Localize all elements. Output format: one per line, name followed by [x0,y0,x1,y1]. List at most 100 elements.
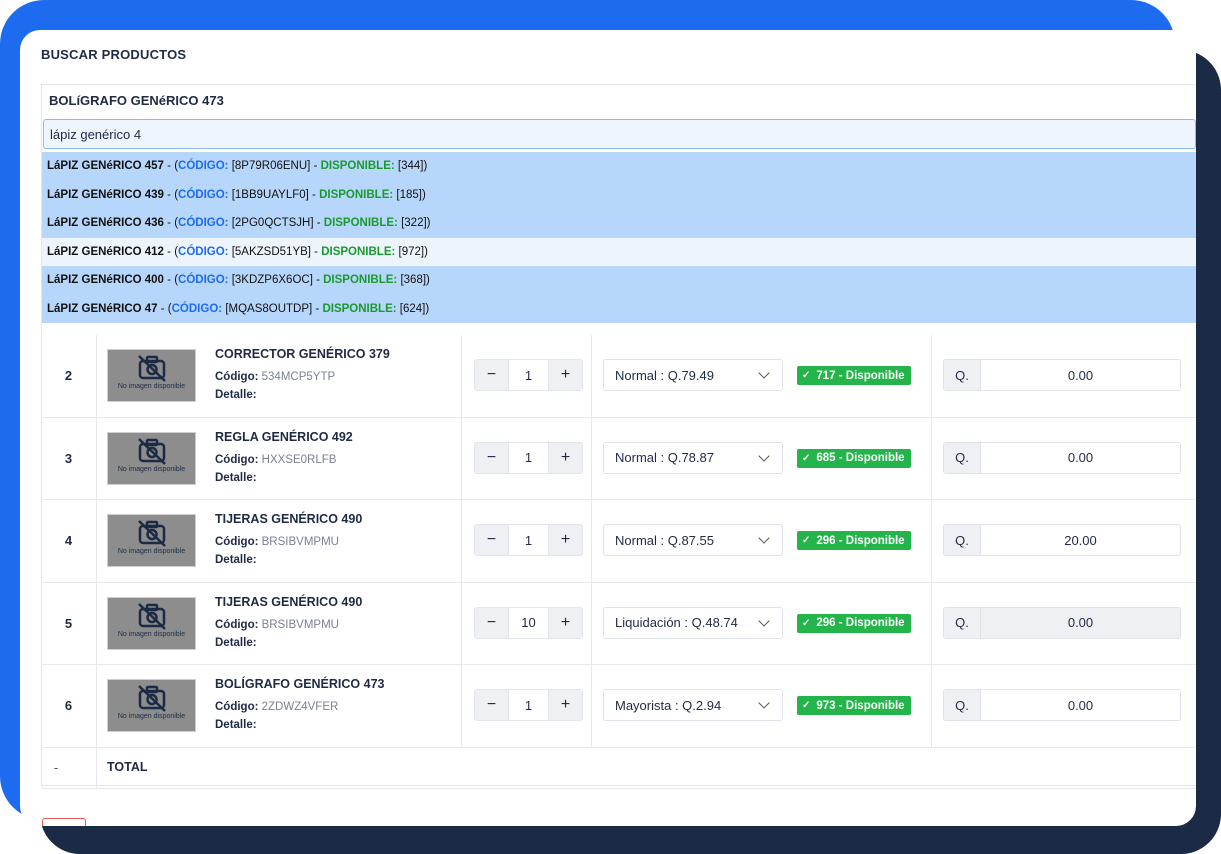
product-detail-label: Detalle: [215,554,257,566]
option-available: [624]) [399,302,430,315]
decrement-button[interactable]: − [486,613,497,631]
increment-button[interactable]: + [560,696,571,713]
discount-input[interactable]: 0.00 [1067,697,1094,713]
table-row: 2 No imagen disponible CORRECTOR GENÉRICO … [41,335,1196,418]
column-divider [931,417,932,499]
product-name: TIJERAS GENÉRICO 490 [215,512,363,526]
table-row: 4 No imagen disponible TIJERAS GENÉRICO 49… [41,500,1196,583]
no-image-text: No imagen disponible [117,713,186,720]
price-type-value: Normal : Q.79.49 [615,367,714,383]
currency-prefix: Q. [944,525,981,555]
price-type-value: Liquidación : Q.48.74 [615,615,738,630]
selected-product[interactable]: BOLíGRAFO GENéRICO 473 [49,93,224,108]
discount-field[interactable]: Q. 20.00 [943,524,1181,556]
stock-badge: ✓ 296 - Disponible [797,531,911,550]
discount-input[interactable]: 0.00 [1067,450,1094,465]
increment-button[interactable]: + [560,613,571,631]
discount-field[interactable]: Q. 0.00 [943,441,1181,474]
price-type-select[interactable]: Mayorista : Q.2.94 [603,689,783,721]
search-input[interactable] [43,119,1196,149]
column-divider [461,417,462,499]
quantity-stepper: −10 + [474,606,583,639]
column-divider [591,665,592,747]
stock-badge-text: 685 - Disponible [816,452,905,464]
option-available-label: DISPONIBLE: [320,160,395,172]
chevron-down-icon [758,367,770,379]
increment-button[interactable]: + [560,531,571,548]
stock-badge-text: 296 - Disponible [816,534,905,547]
dropdown-option[interactable]: LáPIZ GENéRICO 439 - (CÓDIGO: [1BB9UAYLF… [42,180,1196,209]
chevron-down-icon [758,697,770,709]
dropdown-option[interactable]: LáPIZ GENéRICO 400 - (CÓDIGO: [3KDZP6X6O… [42,266,1196,295]
discount-input[interactable]: 20.00 [1064,532,1097,548]
stock-badge: ✓ 296 - Disponible [797,613,911,633]
product-detail-label: Detalle: [215,471,257,484]
camera-off-icon [138,685,166,712]
price-type-select[interactable]: Normal : Q.78.87 [603,441,783,474]
quantity-input[interactable]: 1 [508,690,549,720]
camera-off-icon [138,437,166,465]
stock-badge-text: 296 - Disponible [816,617,905,629]
discount-input[interactable]: 0.00 [1067,367,1094,383]
currency-prefix: Q. [944,690,981,720]
check-icon: ✓ [802,452,811,464]
quantity-input[interactable]: 10 [508,607,549,638]
column-divider [931,665,932,747]
option-code: [MQAS8OUTDP] [225,302,313,315]
option-available-label: DISPONIBLE: [319,188,394,201]
decrement-button[interactable]: − [486,366,497,383]
total-label: TOTAL [107,759,148,774]
search-container [41,84,1196,786]
no-image-text: No imagen disponible [117,548,186,555]
row-number: 5 [64,615,73,631]
increment-button[interactable]: + [560,366,571,383]
column-divider [461,665,462,747]
column-divider [461,335,462,417]
total-row: - TOTAL [41,747,1196,789]
increment-button[interactable]: + [560,448,571,466]
price-type-select[interactable]: Liquidación : Q.48.74 [603,606,783,639]
product-name: REGLA GENÉRICO 492 [215,429,353,444]
quantity-input[interactable]: 1 [508,360,549,390]
decrement-button[interactable]: − [486,531,497,548]
option-code-label: CÓDIGO: [178,160,229,172]
no-image-text: No imagen disponible [117,383,186,390]
product-code-value: BRSIBVMPMU [261,536,339,548]
dropdown-option[interactable]: LáPIZ GENéRICO 457 - (CÓDIGO: [8P79R06EN… [42,152,1196,181]
option-available-label: DISPONIBLE: [323,217,398,229]
price-type-select[interactable]: Normal : Q.79.49 [603,359,783,391]
search-results-dropdown: LáPIZ GENéRICO 457 - (CÓDIGO: [8P79R06EN… [42,152,1196,323]
stock-badge: ✓ 973 - Disponible [797,696,911,715]
camera-off-icon [138,355,166,382]
check-icon: ✓ [802,535,811,546]
price-type-select[interactable]: Normal : Q.87.55 [603,524,783,556]
row-number: 3 [64,450,73,466]
dropdown-option[interactable]: LáPIZ GENéRICO 412 - (CÓDIGO: [5AKZSD51Y… [42,237,1196,266]
stock-badge: ✓ 685 - Disponible [797,448,911,468]
decrement-button[interactable]: − [486,696,497,713]
product-code-label: Código: [215,701,259,713]
option-code: [3KDZP6X6OC] [231,274,313,286]
option-name: LáPIZ GENéRICO 436 [47,217,164,229]
quantity-stepper: −1 + [474,359,583,391]
discount-field[interactable]: Q. 0.00 [943,359,1181,391]
option-name: LáPIZ GENéRICO 439 [47,188,164,201]
product-image-placeholder: No imagen disponible [107,679,196,732]
product-name: BOLÍGRAFO GENÉRICO 473 [215,677,385,691]
dropdown-option[interactable]: LáPIZ GENéRICO 47 - (CÓDIGO: [MQAS8OUTDP… [42,294,1196,323]
option-name: LáPIZ GENéRICO 47 [47,302,158,315]
discount-field[interactable]: Q. 0.00 [943,689,1181,721]
option-code-label: CÓDIGO: [178,217,229,229]
option-available: [344]) [397,160,428,172]
red-button-edge[interactable] [42,818,86,826]
decrement-button[interactable]: − [486,448,497,466]
quantity-input[interactable]: 1 [508,442,549,473]
stock-badge-text: 973 - Disponible [816,699,905,712]
column-divider [931,500,932,582]
option-code-label: CÓDIGO: [178,274,229,286]
dropdown-option[interactable]: LáPIZ GENéRICO 436 - (CÓDIGO: [2PG0QCTSJ… [42,209,1196,238]
quantity-input[interactable]: 1 [508,525,549,555]
currency-prefix: Q. [944,360,981,390]
column-divider [591,335,592,417]
option-available-label: DISPONIBLE: [321,245,396,258]
